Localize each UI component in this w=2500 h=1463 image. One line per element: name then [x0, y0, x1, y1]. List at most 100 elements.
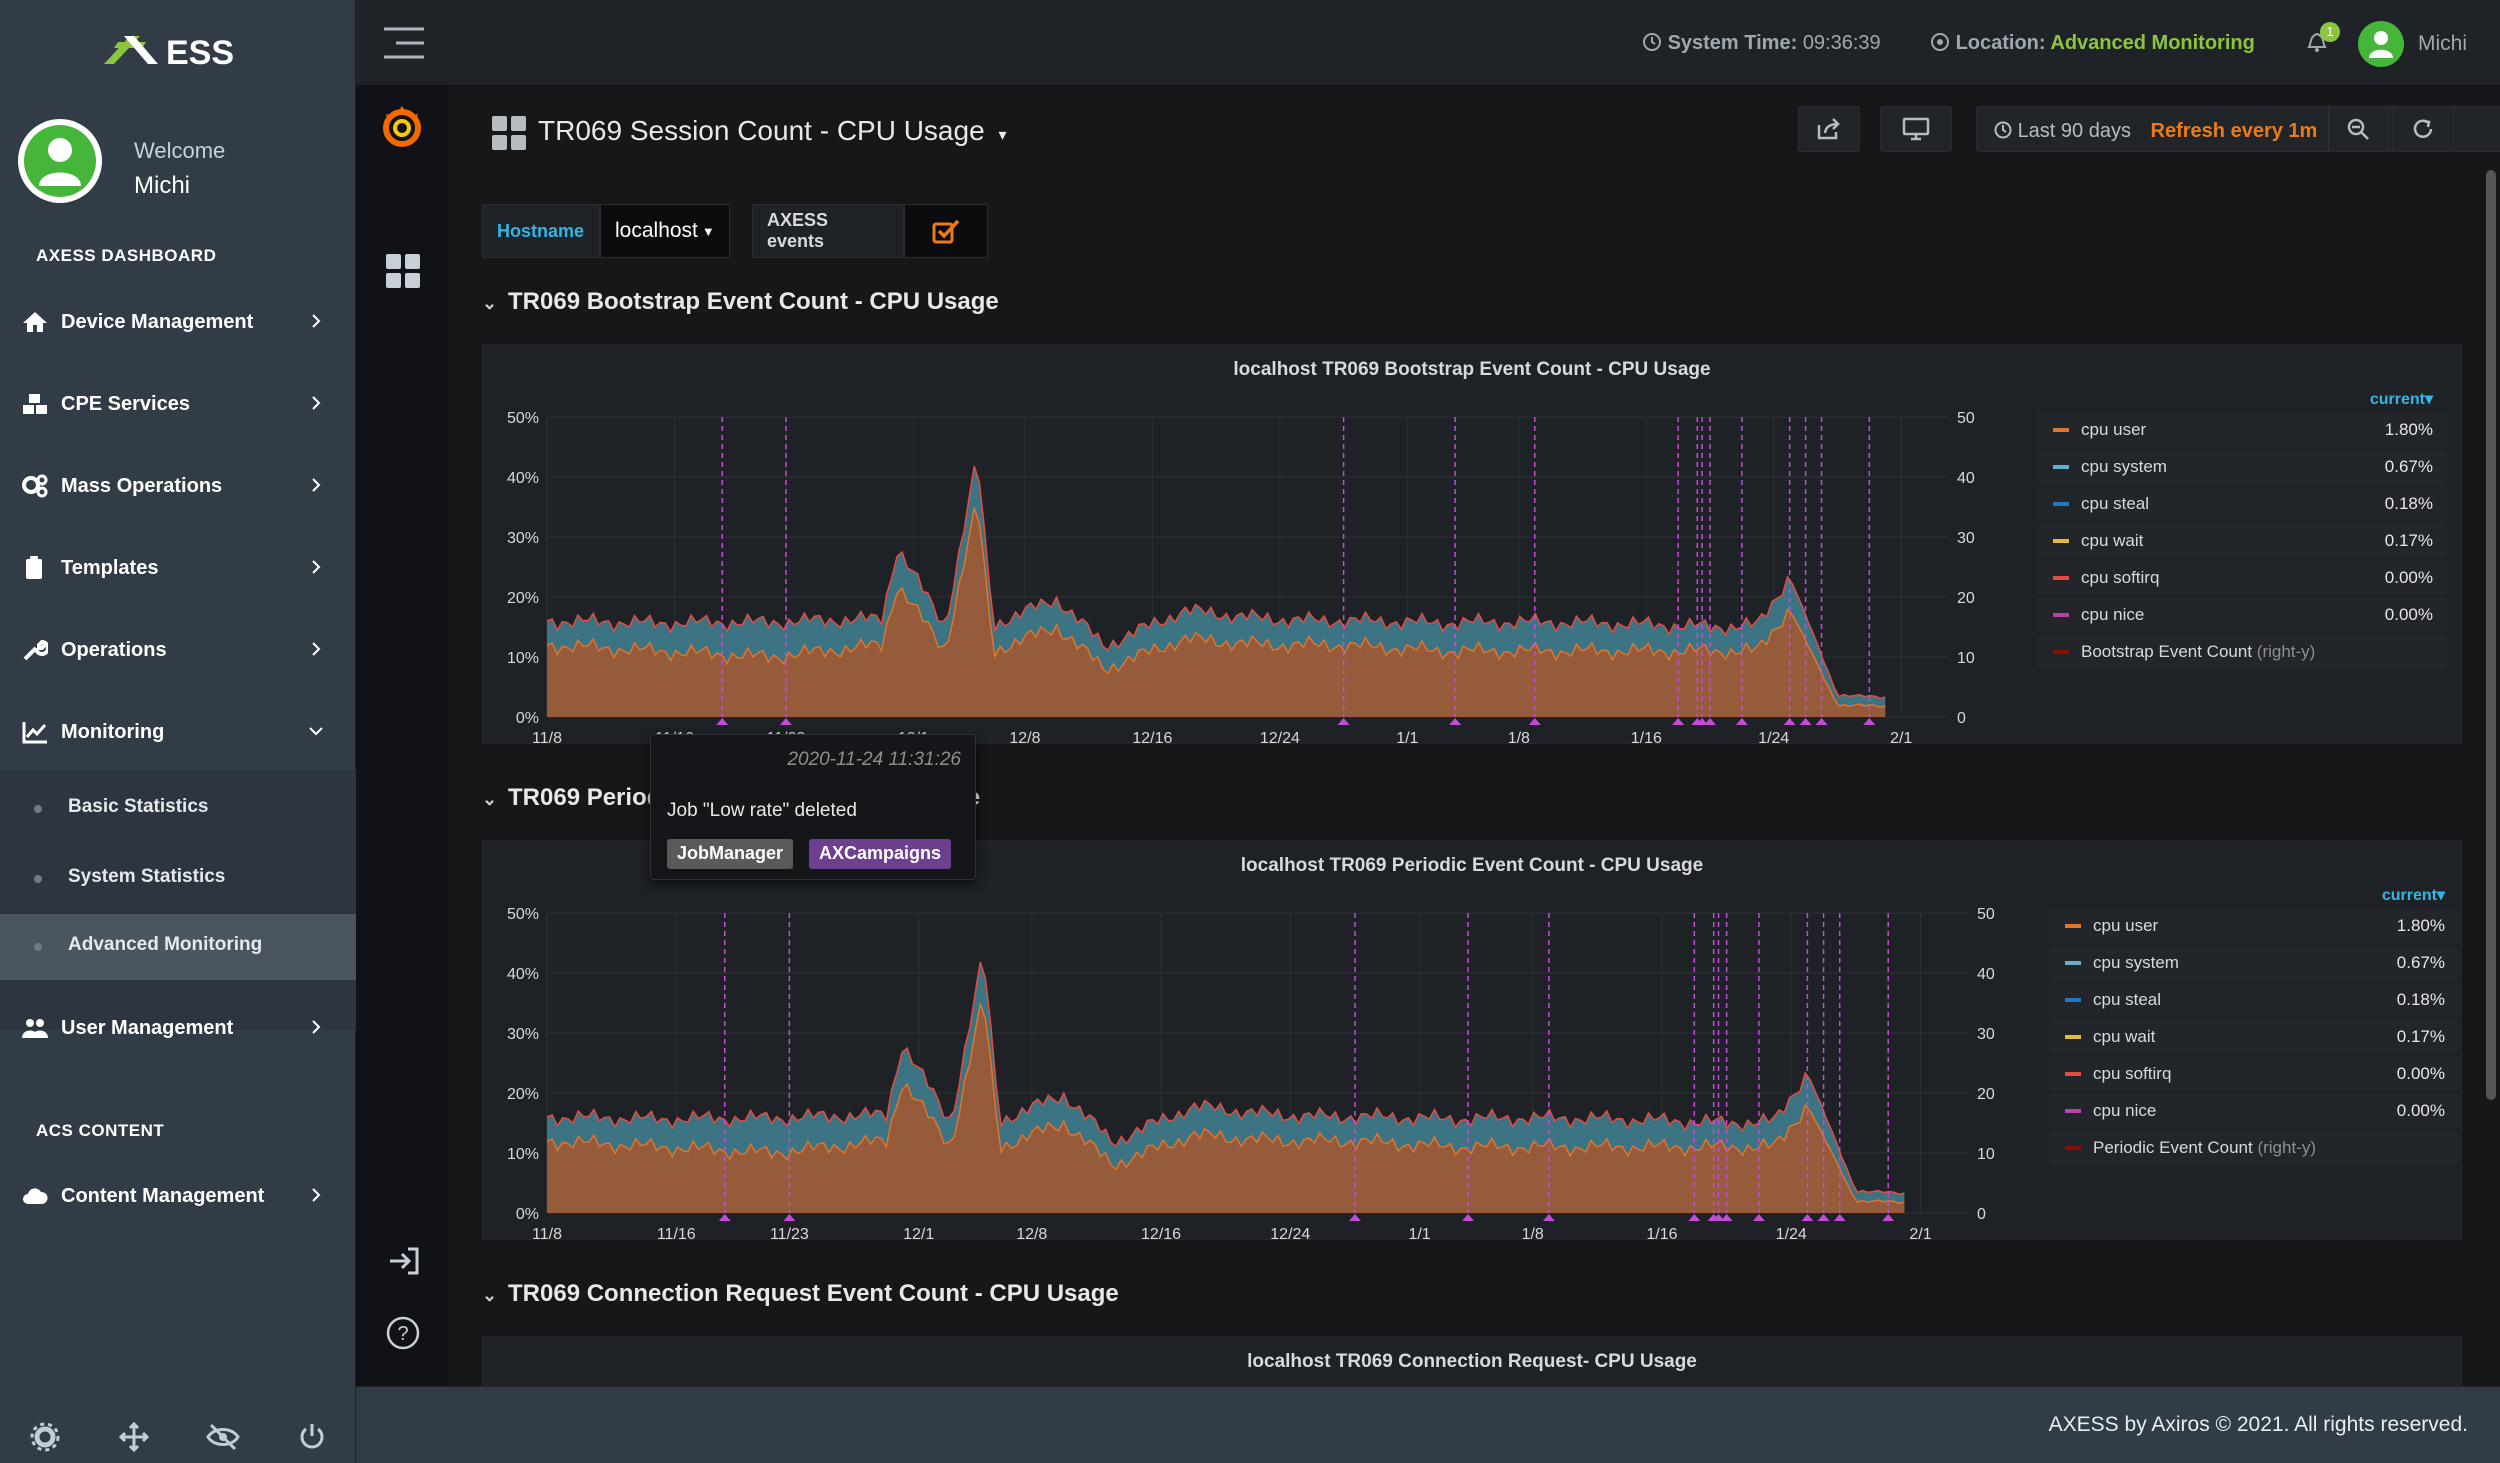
dashboard-title-button[interactable]: TR069 Session Count - CPU Usage ▾ — [524, 115, 1006, 147]
settings-button[interactable] — [0, 1410, 89, 1463]
x-tick-label: 11/8 — [532, 1226, 562, 1241]
y2-tick-label: 20 — [1957, 590, 1975, 607]
chevron-down-icon — [309, 727, 323, 736]
legend-current-sort[interactable]: current▾ — [2381, 887, 2445, 904]
topbar-username[interactable]: Michi — [2418, 32, 2468, 55]
legend-name: cpu system — [2093, 953, 2179, 972]
bullet-icon — [34, 805, 42, 813]
panel-title: localhost TR069 Bootstrap Event Count - … — [1233, 359, 1711, 380]
legend-name: cpu steal — [2081, 494, 2150, 513]
help-icon[interactable]: ? — [386, 1316, 420, 1350]
legend-name: cpu softirq — [2081, 568, 2160, 587]
sidebar-item-cpe-services[interactable]: CPE Services — [0, 376, 356, 432]
fullscreen-button[interactable] — [89, 1410, 178, 1463]
sidebar-item-content-management[interactable]: Content Management — [0, 1168, 356, 1224]
grafana-logo-icon[interactable] — [380, 102, 424, 150]
legend-item[interactable]: cpu softirq 0.00% — [2049, 1057, 2459, 1091]
chart-bootstrap: 0%010%1020%2030%3040%4050%5011/811/1611/… — [507, 410, 1975, 745]
clock-icon — [1643, 33, 1661, 51]
cubes-icon — [23, 394, 47, 414]
legend-item[interactable]: cpu user 1.80% — [2049, 909, 2459, 943]
target-icon — [1931, 33, 1949, 51]
legend-item[interactable]: cpu softirq 0.00% — [2037, 561, 2447, 595]
legend-item[interactable]: cpu wait 0.17% — [2049, 1020, 2459, 1054]
legend-current-sort[interactable]: current▾ — [2369, 391, 2433, 408]
time-range[interactable]: Last 90 days Refresh every 1m — [1994, 120, 2317, 143]
panel-periodic[interactable]: localhost TR069 Periodic Event Count - C… — [482, 840, 2462, 1241]
sidebar-item-templates[interactable]: Templates — [0, 540, 356, 596]
y-tick-label: 10% — [507, 650, 539, 667]
chevron-right-icon — [312, 642, 321, 656]
legend-item[interactable]: cpu system 0.67% — [2037, 450, 2447, 484]
dashboards-icon[interactable] — [386, 254, 420, 288]
sidebar-subitem-basic-statistics[interactable]: Basic Statistics — [0, 776, 356, 842]
annotation-marker — [783, 1214, 796, 1221]
legend-item[interactable]: Bootstrap Event Count (right-y) — [2037, 635, 2447, 669]
hostname-select[interactable]: localhost ▼ — [600, 204, 730, 258]
logout-button[interactable] — [267, 1410, 356, 1463]
legend-name: cpu user — [2081, 420, 2147, 439]
x-tick-label: 2/1 — [1909, 1226, 1931, 1241]
zoom-out-button[interactable] — [2328, 106, 2388, 152]
annotation-marker — [1542, 1214, 1555, 1221]
search-minus-icon — [2347, 118, 2369, 140]
scrollbar[interactable] — [2486, 170, 2496, 1100]
legend-item[interactable]: cpu user 1.80% — [2037, 413, 2447, 447]
refresh-button[interactable] — [2392, 106, 2454, 152]
annotation-marker — [1348, 1214, 1361, 1221]
lock-button[interactable] — [178, 1410, 267, 1463]
legend-item[interactable]: cpu steal 0.18% — [2037, 487, 2447, 521]
panel-connection-request[interactable]: localhost TR069 Connection Request- CPU … — [482, 1336, 2462, 1386]
sidebar-item-monitoring[interactable]: Monitoring — [0, 704, 356, 760]
avatar[interactable] — [18, 119, 102, 203]
annotation-marker — [1801, 1214, 1814, 1221]
legend-item[interactable]: cpu nice 0.00% — [2037, 598, 2447, 632]
axess-events-toggle[interactable] — [904, 204, 988, 258]
copyright: AXESS by Axiros © 2021. All rights reser… — [2048, 1413, 2468, 1436]
panel-bootstrap[interactable]: localhost TR069 Bootstrap Event Count - … — [482, 344, 2462, 745]
monitor-icon — [1902, 117, 1930, 141]
topbar: System Time: 09:36:39 Location: Advanced… — [356, 0, 2500, 86]
menu-toggle-icon[interactable] — [382, 26, 426, 60]
legend-value: 0.17% — [2396, 1027, 2445, 1046]
legend-value: 0.00% — [2396, 1064, 2445, 1083]
annotation-marker — [1696, 718, 1709, 725]
sidebar-item-user-management[interactable]: User Management — [0, 1000, 356, 1056]
sidebar-subitem-advanced-monitoring[interactable]: Advanced Monitoring — [0, 914, 356, 980]
sidebar-item-mass-operations[interactable]: Mass Operations — [0, 458, 356, 514]
sidebar-footer-tools — [0, 1410, 356, 1463]
chart-periodic: 0% 0 10% 10 20% 20 30% 30 40% 40 50% 50 11/8 11/16 11/… — [507, 906, 1995, 1241]
legend-item[interactable]: cpu nice 0.00% — [2049, 1094, 2459, 1128]
legend-item[interactable]: cpu steal 0.18% — [2049, 983, 2459, 1017]
annotation-marker — [1882, 1214, 1895, 1221]
time-range-label: Last 90 days — [2017, 120, 2131, 142]
row-bootstrap[interactable]: ⌄ TR069 Bootstrap Event Count - CPU Usage — [482, 288, 999, 316]
panel-title: localhost TR069 Connection Request- CPU … — [1247, 1351, 1697, 1372]
legend-item[interactable]: cpu system 0.67% — [2049, 946, 2459, 980]
row-connection-request[interactable]: ⌄ TR069 Connection Request Event Count - … — [482, 1280, 1119, 1308]
y2-tick-label: 30 — [1957, 530, 1975, 547]
chevron-down-icon: ⌄ — [482, 1285, 498, 1305]
legend-item[interactable]: Periodic Event Count (right-y) — [2049, 1131, 2459, 1165]
system-time-label: System Time: — [1667, 32, 1798, 54]
tooltip-time: 2020-11-24 11:31:26 — [787, 749, 961, 770]
legend-item[interactable]: cpu wait 0.17% — [2037, 524, 2447, 558]
sidebar-item-device-management[interactable]: Device Management — [0, 294, 356, 350]
notifications-button[interactable]: 1 — [2306, 22, 2340, 58]
sidebar-subitem-label: Basic Statistics — [68, 796, 209, 817]
bullet-icon — [34, 875, 42, 883]
location-label: Location: — [1955, 32, 2046, 54]
line-chart-icon — [22, 722, 47, 744]
axess-logo[interactable]: ESS — [100, 28, 260, 72]
topbar-avatar[interactable] — [2358, 21, 2404, 67]
legend-value: 0.18% — [2384, 494, 2433, 513]
tv-mode-button[interactable] — [1880, 106, 1952, 152]
sidebar: ESS Welcome Michi AXESS DASHBOARD Device… — [0, 0, 356, 1463]
sign-in-icon[interactable] — [388, 1246, 420, 1276]
tag-jobmanager[interactable]: JobManager — [667, 839, 794, 869]
sidebar-item-operations[interactable]: Operations — [0, 622, 356, 678]
share-button[interactable] — [1798, 106, 1860, 152]
sidebar-subitem-system-statistics[interactable]: System Statistics — [0, 846, 356, 912]
tag-axcampaigns[interactable]: AXCampaigns — [809, 839, 952, 869]
x-tick-label: 12/16 — [1141, 1226, 1181, 1241]
